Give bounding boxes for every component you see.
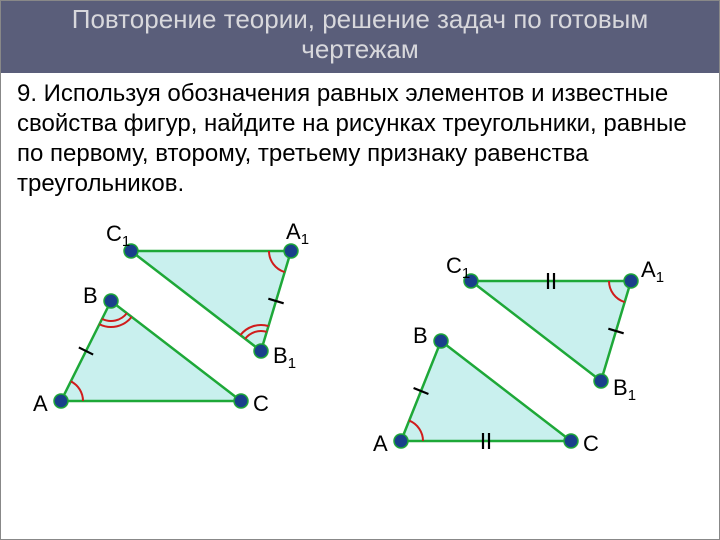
svg-text:A: A	[373, 431, 388, 456]
svg-text:B1: B1	[613, 375, 636, 404]
problem-text: 9. Используя обозначения равных элементо…	[1, 73, 719, 199]
title-bar: Повторение теории, решение задач по гото…	[1, 1, 719, 73]
svg-text:C: C	[583, 431, 599, 456]
svg-text:B1: B1	[273, 343, 296, 372]
svg-text:C: C	[253, 391, 269, 416]
svg-text:A1: A1	[641, 257, 664, 286]
diagram-svg: A B C C1 A1 B1 A B C C1 A1 B1	[1, 221, 720, 521]
svg-text:A: A	[33, 391, 48, 416]
svg-text:A1: A1	[286, 221, 309, 248]
svg-text:B: B	[83, 283, 98, 308]
svg-text:C1: C1	[446, 253, 470, 282]
diagrams-area: A B C C1 A1 B1 A B C C1 A1 B1	[1, 221, 720, 521]
slide-title: Повторение теории, решение задач по гото…	[72, 4, 648, 64]
svg-text:B: B	[413, 323, 428, 348]
svg-text:C1: C1	[106, 221, 130, 250]
